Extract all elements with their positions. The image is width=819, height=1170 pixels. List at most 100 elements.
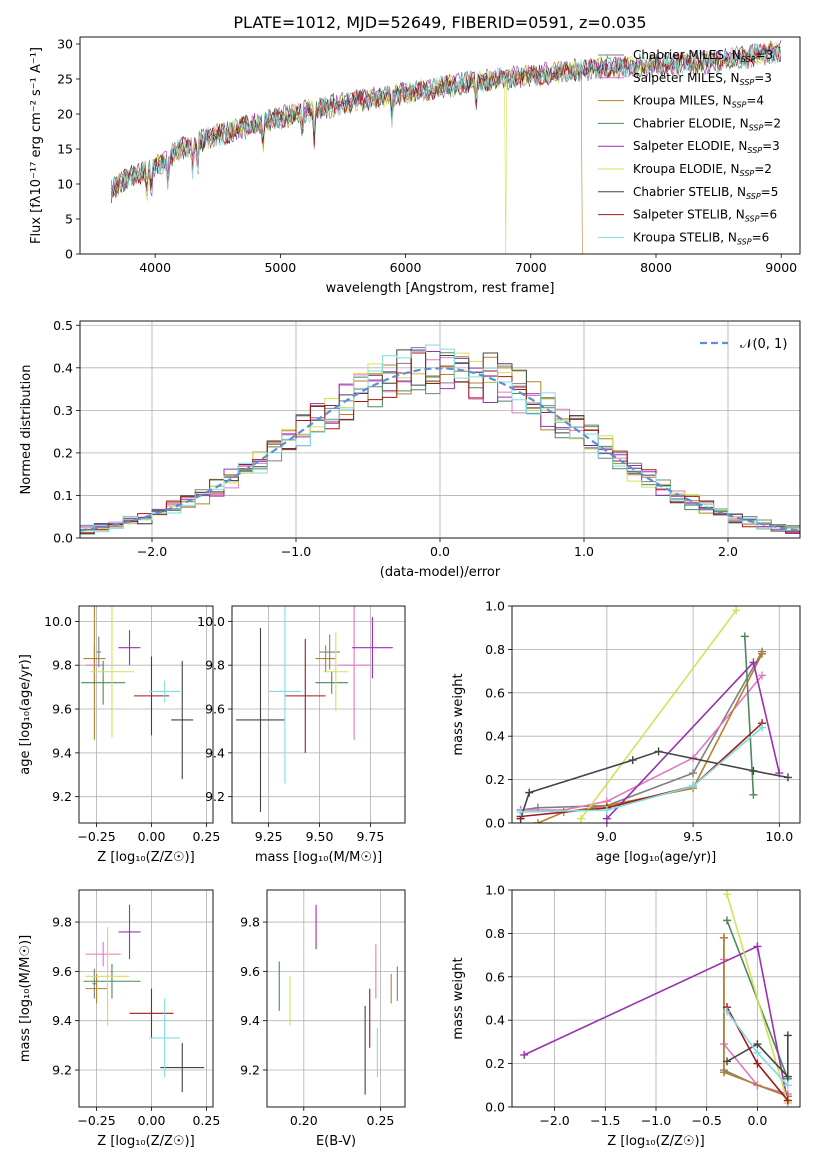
weight-series-chabrier-elodie-marker — [740, 632, 749, 641]
weight-series-chabrier-stelib — [722, 1031, 792, 1081]
residuals-ytick-label: 0.2 — [53, 445, 73, 460]
mass-vs-ebv-ytick-label: 9.8 — [240, 915, 260, 930]
weight-vs-age-plot-area — [516, 606, 792, 823]
age-vs-z-ylabel: age [log₁₀(age/yr)] — [18, 654, 33, 775]
mass-vs-z-ytick-label: 9.6 — [52, 964, 72, 979]
mass-vs-ebv-xlabel: E(B-V) — [316, 1134, 356, 1149]
weight-vs-z-xtick-label: 0.0 — [747, 1113, 767, 1128]
age-vs-mass-plot-area — [236, 606, 393, 813]
weight-series-kroupa-stelib-marker — [783, 1081, 792, 1090]
weight-vs-z-ytick-label: 0.6 — [485, 969, 505, 984]
errorbar-kroupa-miles — [315, 645, 336, 672]
histogram-kroupa-stelib — [80, 344, 800, 533]
legend-model-name: Chabrier STELIB, N — [633, 185, 746, 199]
legend-model-name: Salpeter STELIB, N — [633, 208, 745, 222]
legend-model-name: Salpeter MILES, N — [633, 71, 740, 85]
weight-series-kroupa-stelib-marker — [516, 808, 525, 817]
weight-series-kroupa-stelib-marker — [602, 805, 611, 814]
spectrum-xtick-label: 4000 — [139, 260, 171, 275]
age-vs-mass-ytick-label: 10.0 — [197, 614, 225, 629]
legend-subscript: SSP — [749, 123, 764, 132]
residuals-xtick-label: 2.0 — [718, 544, 738, 559]
legend-nssp: =6 — [759, 208, 777, 222]
weight-vs-z-ytick-label: 0.8 — [485, 926, 505, 941]
errorbar-kroupa-elodie — [85, 926, 130, 1026]
weight-series-salpeter-stelib — [516, 719, 767, 821]
weight-series-kroupa-stelib-path — [520, 726, 763, 813]
legend-nssp: =2 — [754, 162, 772, 176]
weight-vs-z-xtick-label: −2.0 — [539, 1113, 569, 1128]
weight-vs-age-ytick-label: 0.4 — [485, 729, 505, 744]
weight-series-salpeter-stelib-marker — [783, 1096, 792, 1105]
mass-vs-z-xtick-label: 0.00 — [138, 1113, 166, 1128]
spectrum-xlabel: wavelength [Angstrom, rest frame] — [326, 281, 555, 296]
age-vs-mass-ytick-label: 9.2 — [205, 789, 225, 804]
spectrum-line-kroupa-miles — [111, 60, 583, 254]
spectrum-ylabel: Flux [fλ10⁻¹⁷ erg cm⁻² s⁻¹ A⁻¹] — [29, 47, 44, 244]
legend-label: Salpeter ELODIE, NSSP=3 — [633, 139, 780, 155]
weight-series-kroupa-miles-marker — [758, 649, 767, 658]
weight-series-salpeter-miles-marker — [758, 671, 767, 680]
age-vs-z-panel — [75, 605, 214, 827]
spectrum-ytick-label: 30 — [57, 37, 73, 52]
mass-vs-ebv-plot-area — [278, 904, 398, 1095]
mass-vs-ebv-ytick-label: 9.4 — [240, 1013, 260, 1028]
legend-model-name: Kroupa STELIB, N — [633, 230, 737, 244]
mass-vs-z-xtick-label: −0.25 — [77, 1113, 115, 1128]
errorbar-kroupa-elodie — [323, 632, 349, 712]
legend-subscript: SSP — [741, 55, 756, 64]
age-vs-z-ytick-label: 9.6 — [52, 702, 72, 717]
errorbar-chabrier-elodie — [315, 671, 349, 694]
legend-label: Chabrier ELODIE, NSSP=2 — [633, 116, 781, 132]
weight-series-kroupa-miles-marker — [719, 933, 728, 942]
weight-vs-age-ylabel: mass weight — [451, 673, 466, 755]
mass-vs-ebv-panel — [263, 889, 406, 1111]
axes-frame — [511, 889, 801, 1108]
errorbar-chabrier-elodie — [81, 660, 126, 705]
errorbar-chabrier-miles — [319, 634, 340, 670]
axes-frame — [78, 605, 214, 824]
weight-series-salpeter-miles-path — [520, 674, 763, 811]
mass-vs-ebv-ytick-label: 9.2 — [240, 1063, 260, 1078]
age-vs-z-xtick-label: −0.25 — [77, 829, 115, 844]
figure-title: PLATE=1012, MJD=52649, FIBERID=0591, z=0… — [233, 13, 646, 32]
weight-series-chabrier-elodie-path — [744, 636, 755, 795]
weight-vs-age-xtick-label: 9.5 — [683, 829, 703, 844]
age-vs-z-ytick-label: 9.4 — [52, 745, 72, 760]
errorbar-chabrier-elodie — [83, 963, 141, 999]
weight-series-kroupa-miles-marker — [719, 1068, 728, 1077]
residuals-xlabel: (data-model)/error — [380, 565, 501, 580]
weight-series-kroupa-elodie-path — [726, 894, 789, 1103]
age-vs-z-plot-area — [81, 606, 194, 780]
weight-series-kroupa-elodie-marker — [576, 814, 585, 823]
weight-series-chabrier-elodie — [740, 632, 758, 799]
spectrum-xtick-label: 5000 — [264, 260, 296, 275]
errorbar-chabrier-miles — [96, 636, 101, 668]
errorbar-kroupa-stelib — [149, 998, 181, 1078]
weight-series-kroupa-stelib-marker — [689, 782, 698, 791]
weight-series-kroupa-elodie-marker — [722, 890, 731, 899]
legend-nssp: =3 — [755, 48, 773, 62]
age-vs-z-ytick-label: 10.0 — [44, 614, 72, 629]
age-vs-mass-ytick-label: 9.4 — [205, 745, 225, 760]
weight-vs-z-plot-area — [520, 890, 792, 1107]
legend-subscript: SSP — [745, 215, 760, 224]
weight-series-chabrier-stelib-marker — [783, 1072, 792, 1081]
errorbar-salpeter-elodie — [352, 616, 393, 679]
weight-vs-z-panel — [508, 889, 801, 1111]
weight-series-chabrier-miles-marker — [689, 769, 698, 778]
weight-series-kroupa-miles-marker — [533, 819, 542, 823]
legend-label: Kroupa ELODIE, NSSP=2 — [633, 162, 772, 178]
weight-vs-z-xtick-label: −1.5 — [590, 1113, 620, 1128]
axes-frame — [266, 889, 406, 1108]
errorbar-chabrier-miles — [92, 968, 97, 999]
residuals-ytick-label: 0.0 — [53, 531, 73, 546]
weight-vs-z-ytick-label: 1.0 — [485, 883, 505, 898]
weight-series-chabrier-stelib-marker — [525, 788, 534, 797]
spectrum-xtick-label: 8000 — [640, 260, 672, 275]
spectrum-line-chabrier-miles — [111, 40, 781, 198]
axes-frame — [79, 320, 801, 539]
weight-vs-z-ytick-label: 0.4 — [485, 1013, 505, 1028]
weight-series-chabrier-stelib-path — [726, 1035, 789, 1079]
mass-vs-z-xtick-label: 0.25 — [192, 1113, 220, 1128]
